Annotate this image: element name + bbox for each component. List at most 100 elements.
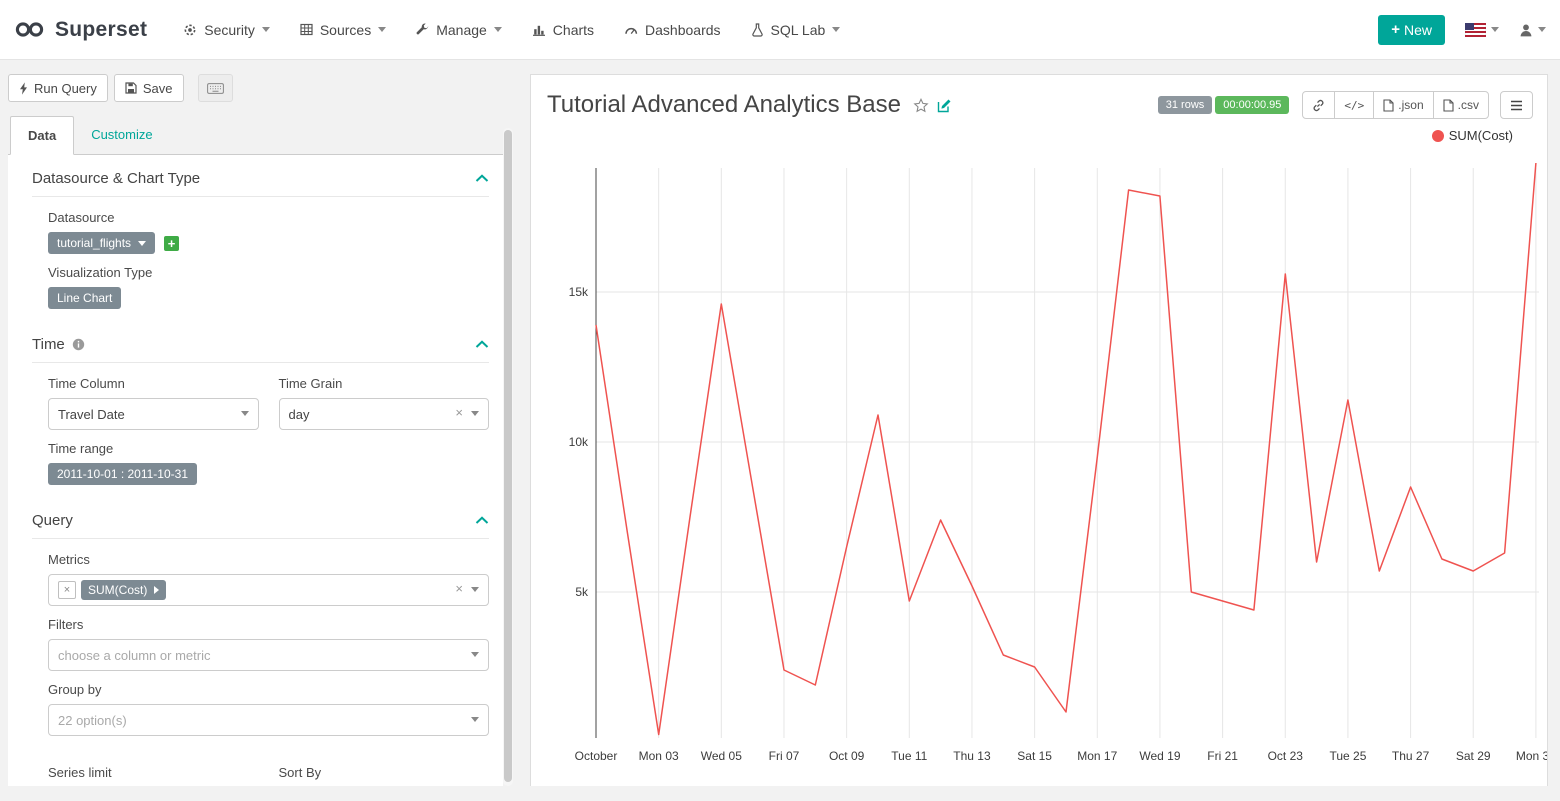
hamburger-icon [1510, 100, 1523, 111]
svg-text:15k: 15k [569, 285, 589, 299]
time-column-select[interactable]: Travel Date [48, 398, 259, 430]
tab-customize[interactable]: Customize [91, 127, 153, 142]
viz-type-selector[interactable]: Line Chart [48, 287, 122, 309]
svg-text:Thu 27: Thu 27 [1392, 749, 1430, 763]
chevron-up-icon[interactable] [475, 516, 489, 525]
chart-header-right: 31 rows 00:00:00.95 </> [1157, 91, 1533, 119]
locale-selector[interactable] [1465, 22, 1499, 37]
chevron-down-icon [493, 27, 502, 32]
scrollbar[interactable] [503, 128, 513, 786]
line-chart[interactable]: 5k 10k 15k October Mon 03 Wed 05 Fri 07 Oct 09 T… [531, 146, 1547, 786]
metrics-label: Metrics [48, 552, 90, 567]
save-button[interactable]: Save [113, 74, 184, 102]
scrollbar-thumb[interactable] [504, 130, 512, 782]
chevron-down-icon [378, 27, 387, 32]
clear-icon[interactable]: × [455, 405, 463, 420]
nav-item-sources[interactable]: Sources [300, 21, 387, 38]
section-header-query[interactable]: Query [32, 512, 489, 539]
metric-token-sum-cost[interactable]: SUM(Cost) [81, 580, 167, 600]
metrics-select[interactable]: × SUM(Cost) × [48, 574, 489, 606]
sort-by-label: Sort By [278, 765, 322, 780]
datasource-selector[interactable]: tutorial_flights [48, 232, 156, 254]
user-icon [1519, 23, 1533, 37]
filters-select[interactable]: choose a column or metric [48, 639, 489, 671]
groupby-select[interactable]: 22 option(s) [48, 704, 489, 736]
favorite-star-icon[interactable] [913, 97, 929, 113]
section-header-time[interactable]: Time [32, 336, 489, 363]
svg-text:October: October [575, 749, 618, 763]
nav-item-dashboards[interactable]: Dashboards [624, 22, 721, 38]
chevron-up-icon[interactable] [475, 174, 489, 183]
time-grain-select[interactable]: day × [278, 398, 489, 430]
nav-label: Manage [436, 21, 487, 38]
section-header-datasource[interactable]: Datasource & Chart Type [32, 170, 489, 197]
svg-text:Oct 23: Oct 23 [1268, 749, 1304, 763]
nav-item-sql-lab[interactable]: SQL Lab [751, 22, 841, 38]
legend-swatch [1431, 129, 1444, 142]
short-url-button[interactable] [1302, 91, 1336, 119]
us-flag-icon [1465, 22, 1486, 37]
time-range-selector[interactable]: 2011-10-01 : 2011-10-31 [48, 463, 197, 485]
caret-right-icon [154, 586, 160, 594]
remove-metric-icon[interactable]: × [58, 581, 76, 599]
csv-label: .csv [1457, 98, 1479, 112]
run-query-button[interactable]: Run Query [8, 74, 108, 102]
svg-text:Tue 25: Tue 25 [1329, 749, 1366, 763]
tab-data[interactable]: Data [10, 116, 75, 155]
edit-chart-icon[interactable] [937, 98, 952, 113]
top-navbar: Superset Security Sources Manage [0, 0, 1560, 60]
infinity-logo-icon [14, 20, 47, 39]
section-title: Query [32, 512, 73, 529]
svg-text:Wed 19: Wed 19 [1139, 749, 1180, 763]
superset-logo[interactable]: Superset [14, 18, 147, 42]
nav-label: Sources [319, 21, 372, 38]
time-range-value: 2011-10-01 : 2011-10-31 [57, 467, 188, 481]
section-title: Time [32, 336, 65, 353]
chevron-down-icon [1491, 27, 1499, 32]
nav-label: Dashboards [645, 21, 721, 38]
rows-badge: 31 rows [1157, 96, 1213, 114]
nav-item-security[interactable]: Security [183, 22, 270, 38]
clear-icon[interactable]: × [455, 581, 463, 596]
file-icon [1443, 98, 1454, 112]
view-query-button[interactable]: </> [1334, 91, 1375, 119]
chevron-down-icon [471, 652, 479, 657]
svg-text:Mon 31: Mon 31 [1516, 749, 1547, 763]
chevron-down-icon [471, 411, 479, 416]
chevron-down-icon [832, 27, 841, 32]
user-menu[interactable] [1519, 23, 1546, 37]
nav-item-charts[interactable]: Charts [532, 22, 594, 38]
groupby-placeholder: 22 option(s) [58, 712, 127, 728]
nav-item-manage[interactable]: Manage [416, 22, 502, 38]
svg-text:Fri 21: Fri 21 [1207, 749, 1238, 763]
svg-text:Mon 03: Mon 03 [639, 749, 679, 763]
keyboard-shortcuts-button[interactable] [197, 74, 233, 102]
new-button[interactable]: + New [1378, 14, 1445, 45]
groupby-label: Group by [48, 682, 102, 697]
time-column-label: Time Column [48, 376, 125, 391]
filters-label: Filters [48, 617, 84, 632]
section-datasource-chart-type: Datasource & Chart Type Datasource tutor… [8, 155, 503, 321]
time-grain-label: Time Grain [278, 376, 343, 391]
export-json-button[interactable]: .json [1373, 91, 1434, 119]
section-title: Datasource & Chart Type [32, 170, 201, 187]
control-panel: Run Query Save Data Customize D [8, 74, 513, 786]
viz-type-label: Visualization Type [48, 265, 153, 280]
dashboard-icon [624, 23, 638, 36]
code-icon: </> [1344, 98, 1365, 112]
explore-view: Run Query Save Data Customize D [0, 60, 1560, 786]
chart-menu-button[interactable] [1500, 91, 1533, 119]
save-label: Save [142, 80, 173, 96]
info-icon[interactable] [72, 338, 85, 351]
export-csv-button[interactable]: .csv [1432, 91, 1489, 119]
chart-legend[interactable]: SUM(Cost) [531, 119, 1547, 144]
svg-text:Mon 17: Mon 17 [1077, 749, 1117, 763]
table-grid-icon [300, 23, 313, 36]
chevron-up-icon[interactable] [475, 340, 489, 349]
gear-icon [183, 23, 197, 37]
chevron-down-icon [261, 27, 270, 32]
nav-label: Charts [552, 21, 595, 38]
explore-in-sqllab-plus-icon[interactable]: + [164, 235, 180, 251]
json-label: .json [1398, 98, 1424, 112]
time-grain-value: day [288, 406, 310, 422]
